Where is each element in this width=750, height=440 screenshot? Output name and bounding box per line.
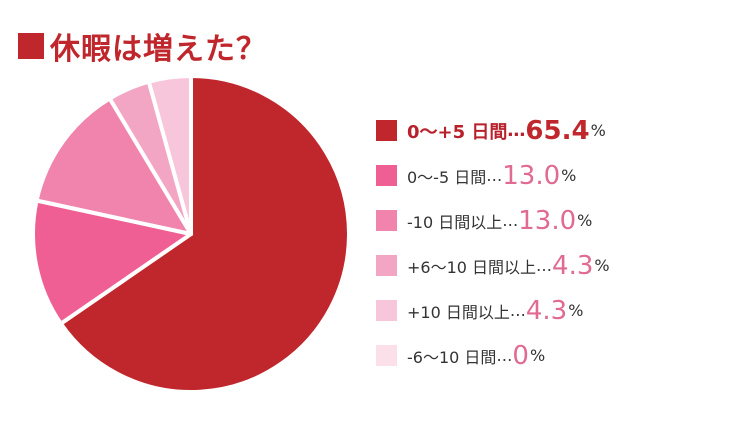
legend-value: 13.0	[502, 160, 561, 191]
legend-separator: …	[507, 120, 526, 141]
legend: 0〜+5 日間… 65.4% 0〜-5 日間… 13.0% -10 日間以上… 13.0%…	[376, 108, 610, 378]
pie-slice-0	[58, 74, 351, 394]
legend-label: 0〜+5 日間	[407, 121, 508, 143]
legend-separator: …	[509, 301, 526, 320]
legend-label: -6〜10 日間	[407, 347, 497, 367]
legend-unit: %	[568, 301, 584, 320]
legend-unit: %	[577, 211, 593, 230]
chart-title-block: 休暇は増えた？	[18, 24, 267, 68]
legend-label: 0〜-5 日間	[407, 167, 487, 187]
legend-item: -10 日間以上… 13.0%	[376, 198, 610, 243]
legend-item: +10 日間以上… 4.3%	[376, 288, 610, 333]
pie-slice-1	[31, 198, 193, 326]
legend-separator: …	[536, 256, 553, 275]
legend-swatch	[376, 255, 397, 276]
legend-unit: %	[590, 121, 606, 140]
legend-swatch	[376, 120, 397, 141]
legend-item: 0〜-5 日間… 13.0%	[376, 153, 610, 198]
legend-label: +6〜10 日間以上	[407, 257, 537, 277]
legend-swatch	[376, 300, 397, 321]
legend-unit: %	[561, 166, 577, 185]
legend-label: +10 日間以上	[407, 302, 510, 322]
legend-swatch	[376, 345, 397, 366]
legend-item: 0〜+5 日間… 65.4%	[376, 108, 610, 153]
legend-label: -10 日間以上	[407, 212, 503, 232]
chart-title: 休暇は増えた？	[50, 32, 267, 67]
title-square-icon	[18, 33, 44, 59]
legend-value: 0	[512, 340, 529, 371]
legend-swatch	[376, 210, 397, 231]
legend-value: 65.4	[525, 115, 590, 146]
legend-swatch	[376, 165, 397, 186]
legend-value: 4.3	[552, 250, 594, 281]
legend-unit: %	[529, 346, 546, 365]
legend-value: 4.3	[525, 295, 568, 326]
legend-separator: …	[486, 166, 503, 185]
legend-item: -6〜10 日間… 0%	[376, 333, 610, 378]
pie-slice-2	[34, 96, 193, 236]
legend-value: 13.0	[518, 205, 577, 236]
legend-separator: …	[502, 211, 519, 230]
legend-separator: …	[496, 346, 513, 365]
legend-item: +6〜10 日間以上… 4.3%	[376, 243, 610, 288]
legend-unit: %	[594, 256, 610, 275]
pie-slice-4	[146, 74, 193, 236]
